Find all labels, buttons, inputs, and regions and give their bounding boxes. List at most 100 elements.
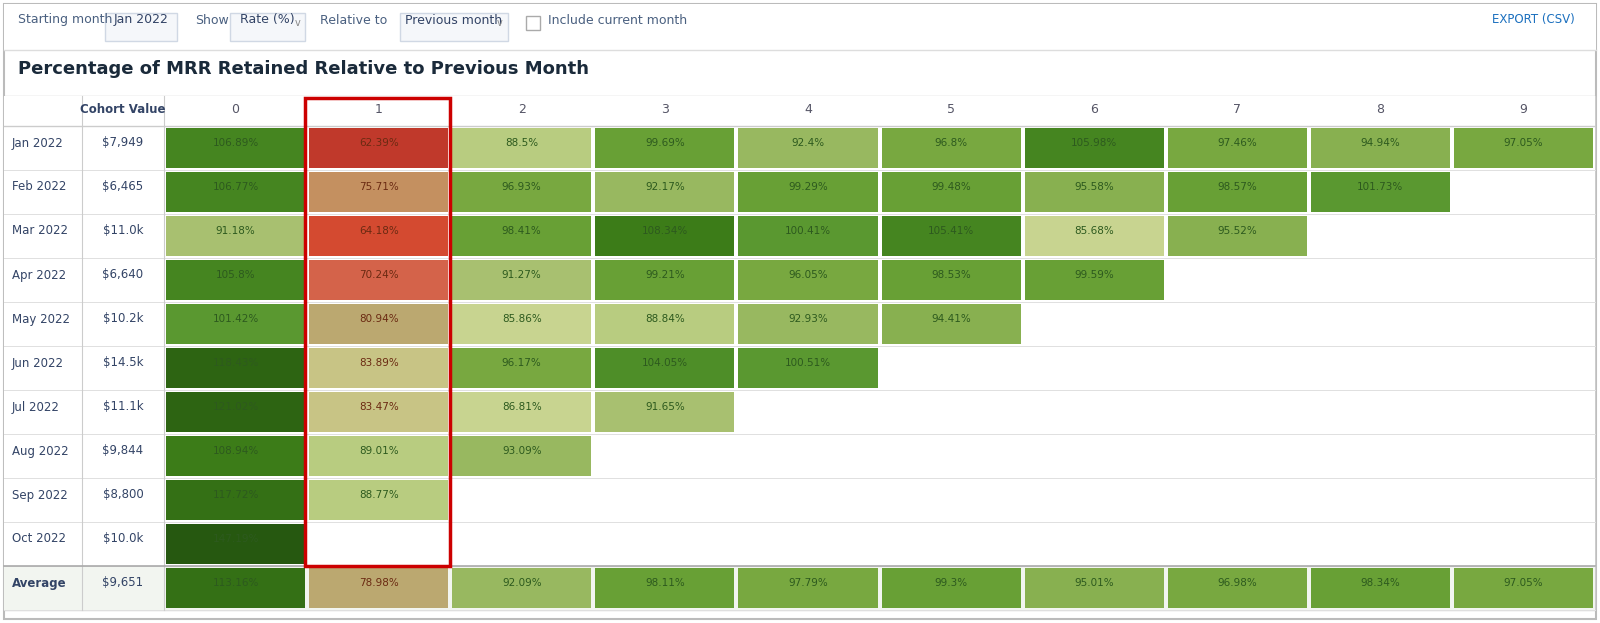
Bar [595, 348, 734, 388]
Bar [309, 348, 448, 388]
Bar [882, 128, 1021, 168]
Bar [309, 480, 448, 520]
Bar [453, 348, 592, 388]
Text: Rate (%): Rate (%) [240, 14, 294, 27]
Bar [166, 568, 306, 608]
Text: 99.69%: 99.69% [645, 138, 685, 148]
Text: 92.93%: 92.93% [789, 314, 827, 324]
Text: 91.27%: 91.27% [502, 270, 542, 280]
Bar [739, 216, 877, 256]
Text: Mar 2022: Mar 2022 [13, 224, 67, 237]
Bar [166, 348, 306, 388]
Text: 4: 4 [805, 103, 811, 116]
Text: 85.86%: 85.86% [502, 314, 542, 324]
Bar [166, 524, 306, 564]
Bar [526, 16, 541, 30]
Bar [1168, 172, 1307, 212]
Bar [166, 392, 306, 432]
Bar [166, 128, 306, 168]
Text: 99.21%: 99.21% [645, 270, 685, 280]
Text: 96.17%: 96.17% [502, 358, 542, 368]
Text: $7,949: $7,949 [102, 136, 144, 150]
Text: 91.18%: 91.18% [216, 226, 256, 236]
Bar [166, 480, 306, 520]
Text: 106.89%: 106.89% [213, 138, 259, 148]
Text: 93.09%: 93.09% [502, 446, 541, 456]
Bar [882, 260, 1021, 300]
Bar [882, 216, 1021, 256]
Bar [166, 216, 306, 256]
Bar [739, 128, 877, 168]
Bar [739, 348, 877, 388]
Bar [3, 566, 1595, 610]
Text: 2: 2 [518, 103, 526, 116]
Bar [309, 128, 448, 168]
Bar [309, 304, 448, 344]
Text: 91.65%: 91.65% [645, 402, 685, 412]
Text: 98.11%: 98.11% [645, 578, 685, 588]
Bar [3, 96, 1595, 126]
Bar [1024, 260, 1163, 300]
Bar [166, 304, 306, 344]
Bar [453, 568, 592, 608]
Text: 62.39%: 62.39% [358, 138, 398, 148]
Text: $6,465: $6,465 [102, 181, 144, 194]
Text: 64.18%: 64.18% [358, 226, 398, 236]
Text: Sep 2022: Sep 2022 [13, 488, 67, 502]
Text: $10.0k: $10.0k [102, 533, 142, 546]
Bar [1168, 568, 1307, 608]
Text: 92.09%: 92.09% [502, 578, 541, 588]
Text: 108.94%: 108.94% [213, 446, 259, 456]
Text: Show: Show [195, 14, 229, 27]
Text: 0: 0 [232, 103, 240, 116]
Text: 99.48%: 99.48% [931, 182, 971, 192]
Text: 97.46%: 97.46% [1218, 138, 1258, 148]
Text: 100.41%: 100.41% [786, 226, 830, 236]
Text: $9,651: $9,651 [102, 576, 144, 589]
Text: Cohort Value: Cohort Value [80, 103, 166, 116]
Bar [400, 13, 509, 41]
Bar [3, 170, 1595, 214]
Bar [106, 13, 178, 41]
Bar [1024, 216, 1163, 256]
Bar [166, 172, 306, 212]
Text: 98.41%: 98.41% [502, 226, 542, 236]
Text: 96.8%: 96.8% [934, 138, 968, 148]
Text: May 2022: May 2022 [13, 313, 70, 325]
Bar [309, 392, 448, 432]
Text: 83.89%: 83.89% [358, 358, 398, 368]
Bar [882, 304, 1021, 344]
Text: 89.01%: 89.01% [358, 446, 398, 456]
Text: $14.5k: $14.5k [102, 356, 144, 369]
Text: Previous month: Previous month [405, 14, 502, 27]
Text: $6,640: $6,640 [102, 269, 144, 282]
Bar [453, 304, 592, 344]
Text: 99.29%: 99.29% [789, 182, 827, 192]
Text: $9,844: $9,844 [102, 444, 144, 457]
Bar [453, 216, 592, 256]
Text: 6: 6 [1090, 103, 1098, 116]
Text: 95.01%: 95.01% [1074, 578, 1114, 588]
Bar [739, 260, 877, 300]
Bar [1454, 128, 1594, 168]
Bar [1454, 568, 1594, 608]
Bar [3, 4, 1597, 50]
Bar [595, 216, 734, 256]
Text: 83.47%: 83.47% [358, 402, 398, 412]
Bar [1310, 568, 1450, 608]
Text: $8,800: $8,800 [102, 488, 144, 502]
Bar [739, 172, 877, 212]
Bar [230, 13, 306, 41]
Bar [306, 98, 450, 566]
Bar [882, 568, 1021, 608]
Text: 113.16%: 113.16% [213, 578, 259, 588]
Text: 105.8%: 105.8% [216, 270, 256, 280]
Bar [3, 346, 1595, 390]
Text: Include current month: Include current month [547, 14, 686, 27]
Text: Apr 2022: Apr 2022 [13, 269, 66, 282]
Text: 106.77%: 106.77% [213, 182, 259, 192]
Bar [3, 302, 1595, 346]
Bar [739, 568, 877, 608]
Text: 5: 5 [947, 103, 955, 116]
Bar [595, 128, 734, 168]
